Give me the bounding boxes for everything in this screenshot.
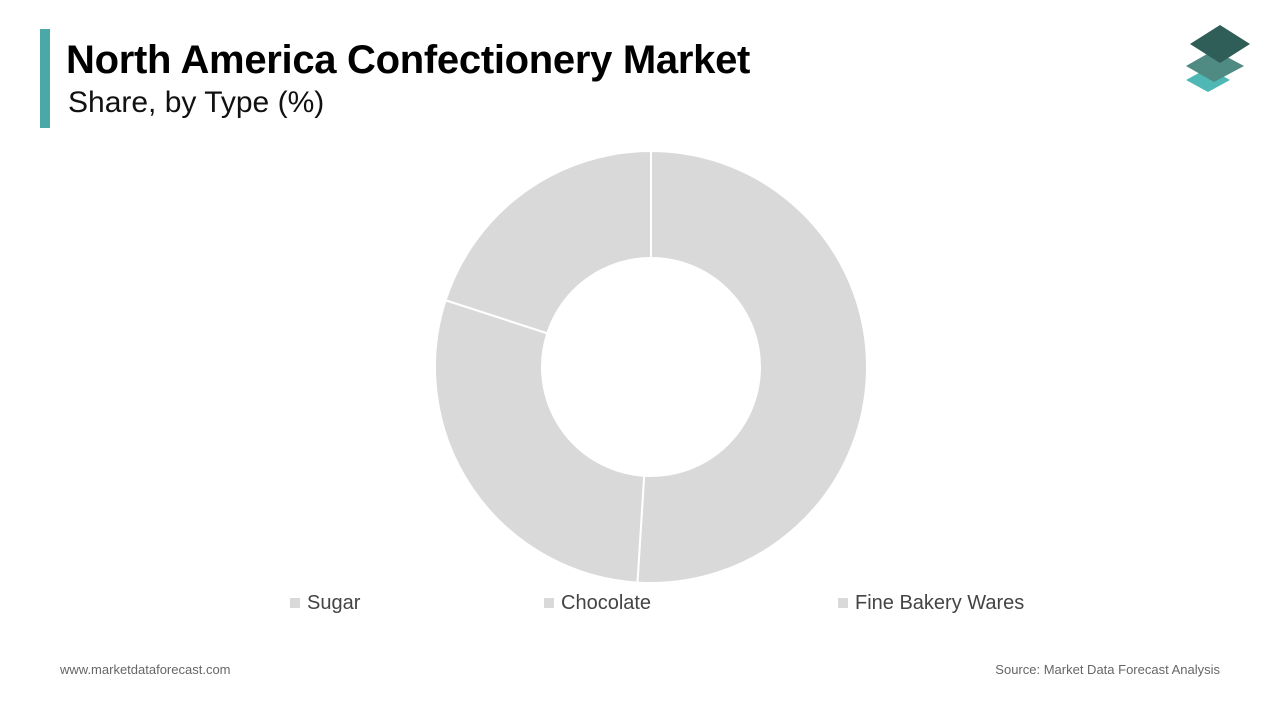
legend-label-chocolate: Chocolate [561,591,652,614]
slice-chocolate [434,298,646,584]
legend-item-chocolate: Chocolate [544,591,651,615]
donut-slices [434,149,868,584]
legend-label-sugar: Sugar [307,591,361,614]
footer-source: Source: Market Data Forecast Analysis [995,662,1220,677]
chart-subtitle: Share, by Type (%) [68,86,325,119]
legend-item-sugar: Sugar [290,591,360,615]
logo-layer-middle [1186,50,1244,82]
title-accent-bar [40,29,50,128]
footer-website: www.marketdataforecast.com [60,662,231,677]
legend-item-fine-bakery-wares: Fine Bakery Wares [838,591,1024,615]
stacked-layers-icon [1186,25,1250,92]
legend-swatch-chocolate [544,598,554,608]
logo-layer-top [1190,25,1250,63]
chart-title: North America Confectionery Market [66,38,751,82]
slice-sugar [636,149,868,584]
legend-swatch-fine-bakery-wares [838,598,848,608]
legend-label-fine-bakery-wares: Fine Bakery Wares [855,591,1025,614]
legend-swatch-sugar [290,598,300,608]
slice-fine-bakery-wares [444,149,652,335]
